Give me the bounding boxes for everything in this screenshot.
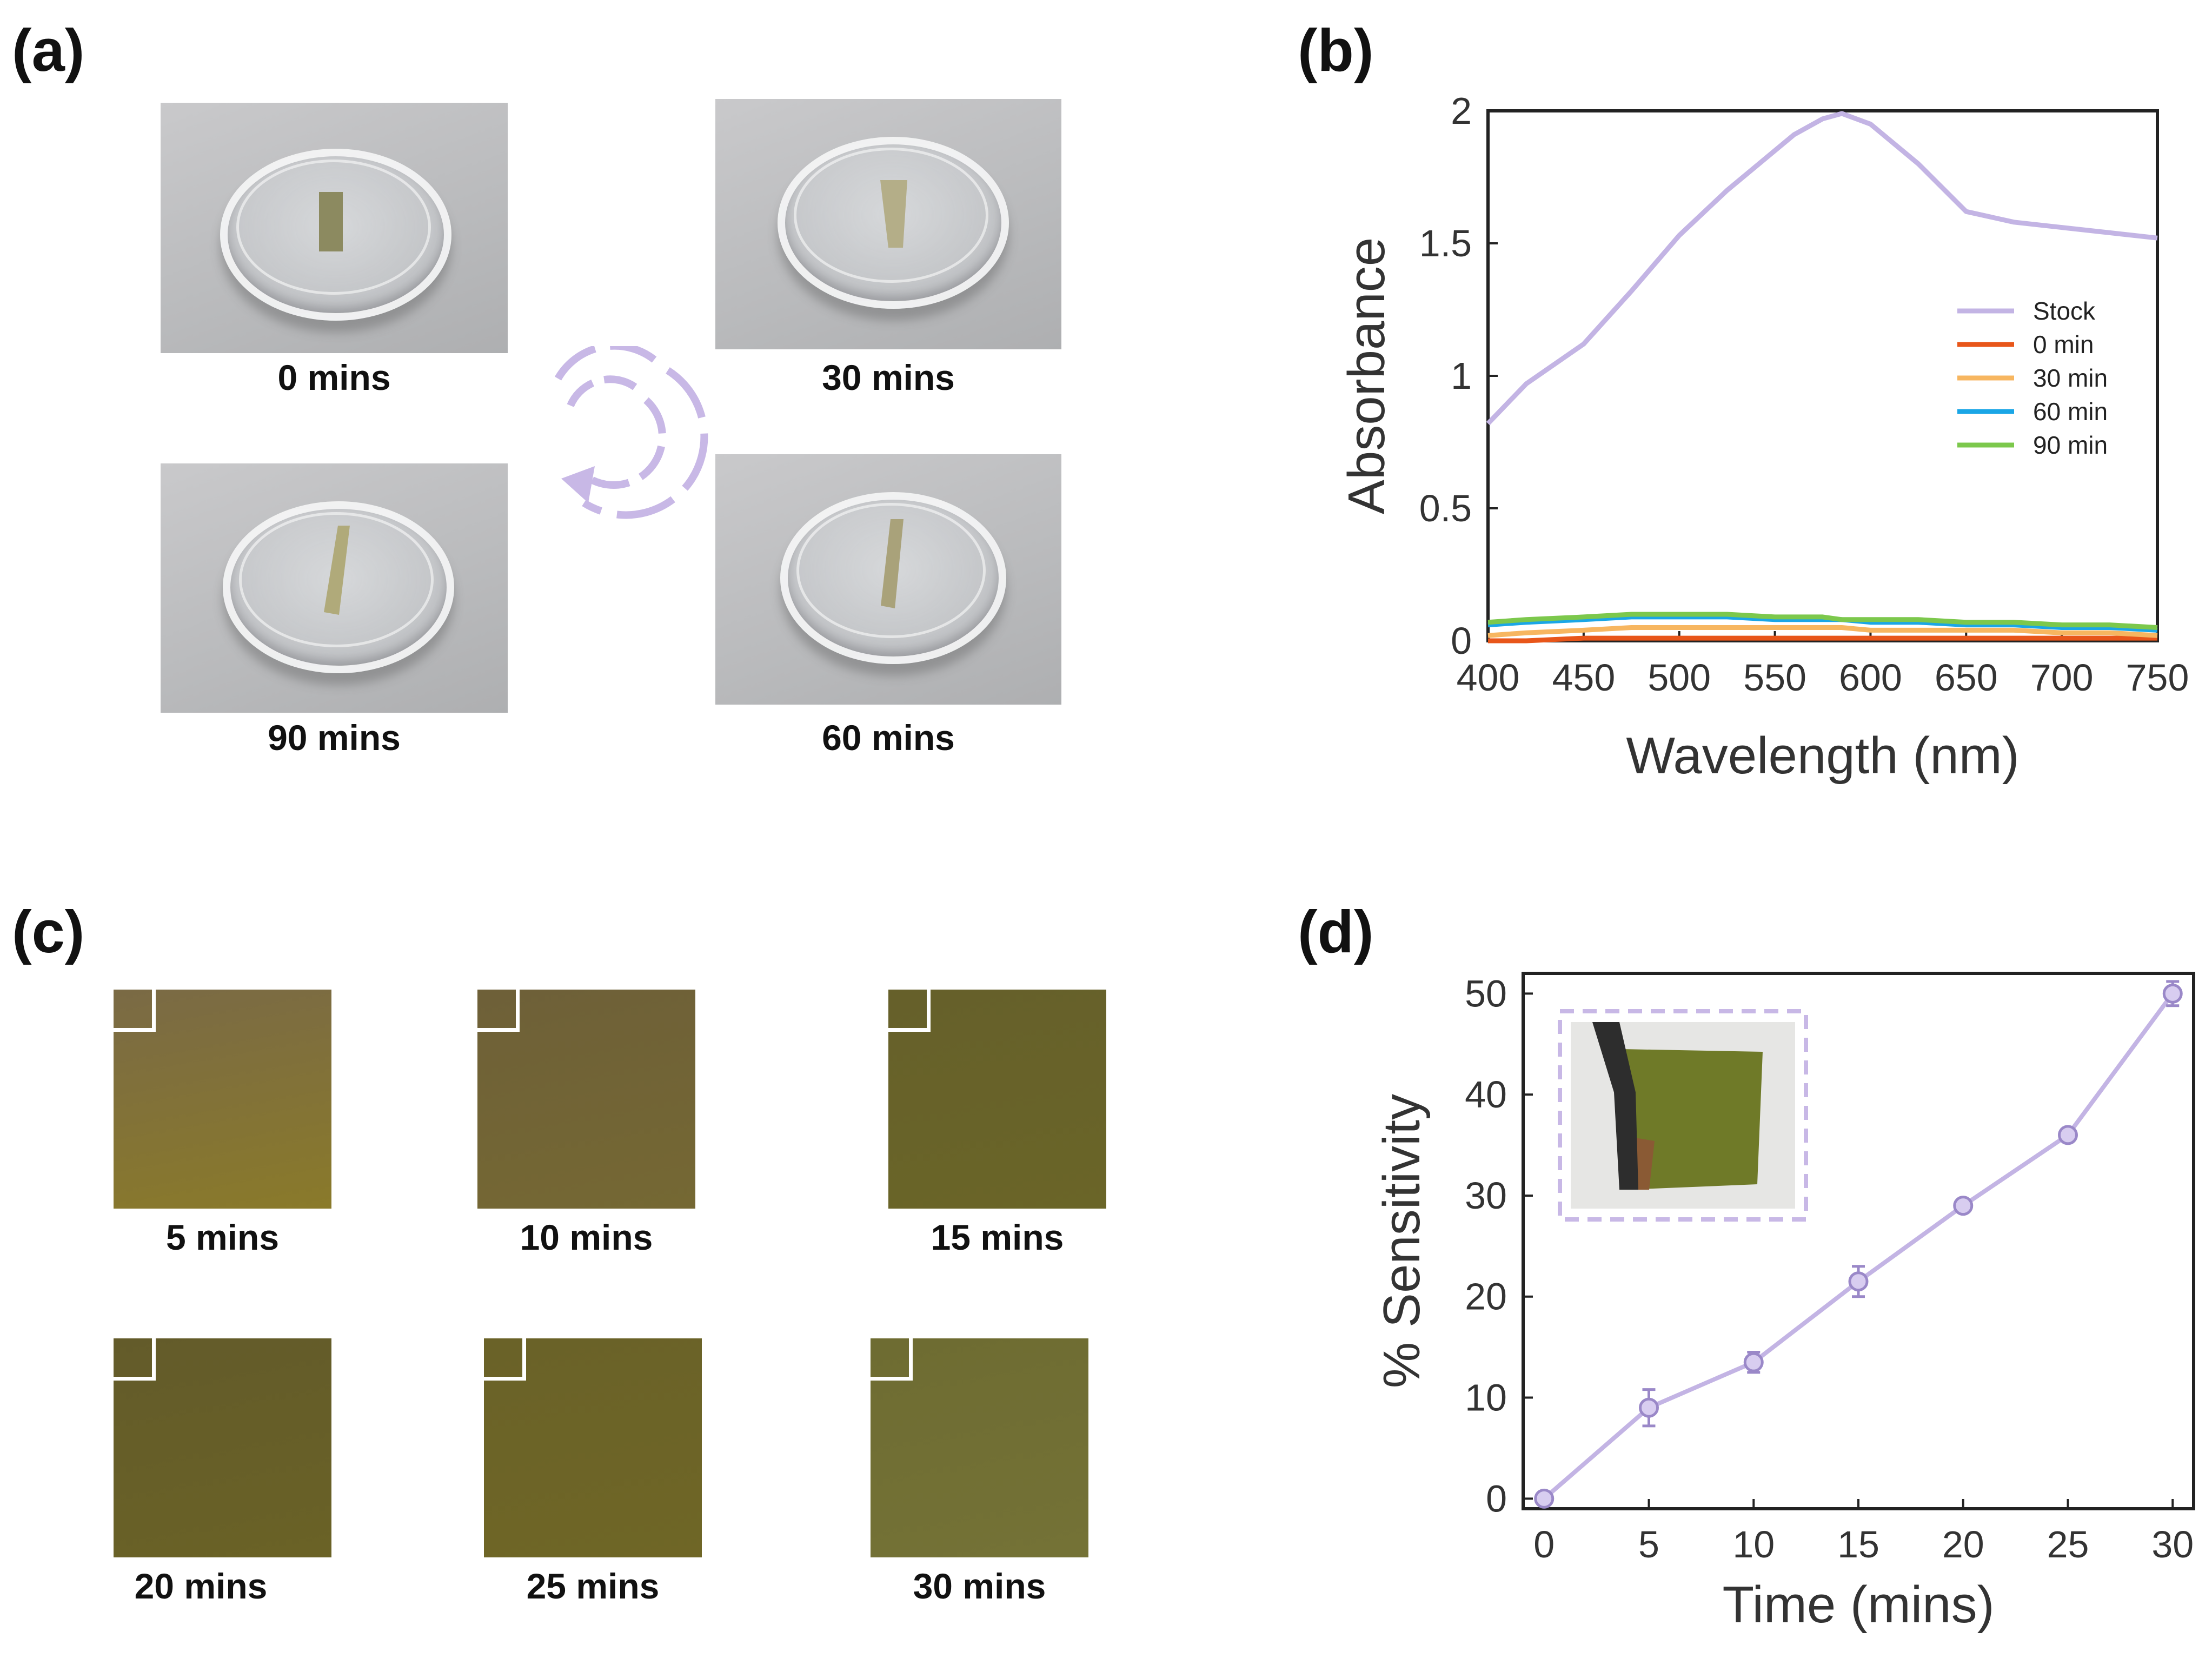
photo-caption: 0 mins bbox=[277, 357, 391, 397]
legend-label: 60 min bbox=[2033, 397, 2108, 426]
x-axis-label: Time (mins) bbox=[1722, 1576, 1994, 1634]
y-tick-label: 30 bbox=[1465, 1175, 1507, 1217]
y-tick-label: 40 bbox=[1465, 1073, 1507, 1116]
swatch-5-mins bbox=[114, 990, 331, 1209]
x-tick-label: 750 bbox=[2126, 656, 2189, 699]
legend-label: 30 min bbox=[2033, 364, 2108, 392]
tweezers-icon bbox=[1592, 1022, 1638, 1190]
data-point bbox=[1953, 1196, 1974, 1216]
photo-60-mins bbox=[715, 454, 1061, 705]
swatch-caption: 25 mins bbox=[526, 1566, 660, 1606]
y-axis-label: % Sensitivity bbox=[1373, 1094, 1431, 1388]
x-tick-label: 400 bbox=[1457, 656, 1520, 699]
legend-label: 0 min bbox=[2033, 330, 2094, 359]
photo-caption: 90 mins bbox=[268, 718, 401, 758]
y-tick-label: 2 bbox=[1451, 90, 1472, 132]
panel-label-c: (c) bbox=[12, 899, 85, 965]
x-tick-label: 30 bbox=[2151, 1523, 2194, 1566]
x-tick-label: 600 bbox=[1839, 656, 1902, 699]
x-tick-label: 650 bbox=[1935, 656, 1998, 699]
photo-90-mins bbox=[161, 463, 508, 713]
photo-30-mins bbox=[715, 99, 1061, 349]
absorbance-chart: 400 450 500 550 600 650 700 750 0 0.5 1 1.5 2 Wavelen… bbox=[1338, 90, 2189, 785]
swatch-10-mins bbox=[477, 990, 695, 1209]
swatch-25-mins bbox=[484, 1338, 702, 1557]
y-tick-label: 1.5 bbox=[1419, 222, 1472, 264]
x-tick-label: 0 bbox=[1533, 1523, 1555, 1566]
data-point bbox=[2058, 1125, 2078, 1145]
legend-label: 90 min bbox=[2033, 431, 2108, 459]
x-tick-label: 550 bbox=[1743, 656, 1806, 699]
test-strip bbox=[319, 192, 343, 251]
x-tick-label: 450 bbox=[1552, 656, 1615, 699]
series-line-0-min bbox=[1488, 635, 2157, 644]
series-line-30-min bbox=[1487, 625, 2158, 638]
data-point bbox=[2162, 983, 2183, 1004]
swatch-caption: 20 mins bbox=[134, 1566, 268, 1606]
photo-0-mins bbox=[161, 103, 508, 353]
swatch-caption: 15 mins bbox=[931, 1217, 1064, 1257]
x-tick-label: 500 bbox=[1648, 656, 1711, 699]
y-tick-label: 20 bbox=[1465, 1276, 1507, 1318]
series-line-90-min bbox=[1487, 612, 2158, 630]
legend-label: Stock bbox=[2033, 297, 2096, 325]
x-tick-label: 5 bbox=[1638, 1523, 1659, 1566]
series-line-60-min bbox=[1487, 614, 2158, 633]
x-tick-label: 10 bbox=[1732, 1523, 1775, 1566]
swatch-15-mins bbox=[888, 990, 1106, 1209]
y-tick-label: 0 bbox=[1486, 1477, 1507, 1520]
test-strip bbox=[324, 526, 350, 615]
green-film bbox=[1622, 1049, 1763, 1190]
x-axis-label: Wavelength (nm) bbox=[1626, 727, 2019, 785]
test-strip bbox=[881, 519, 904, 608]
test-strip bbox=[880, 180, 907, 248]
swatch-20-mins bbox=[114, 1338, 331, 1557]
x-tick-label: 15 bbox=[1837, 1523, 1879, 1566]
y-tick-label: 50 bbox=[1465, 972, 1507, 1014]
data-point bbox=[1639, 1397, 1659, 1418]
panel-label-b: (b) bbox=[1298, 17, 1374, 84]
y-tick-label: 0.5 bbox=[1419, 487, 1472, 529]
data-point bbox=[1848, 1271, 1869, 1292]
photo-caption: 60 mins bbox=[822, 718, 955, 758]
swatch-caption: 30 mins bbox=[913, 1566, 1046, 1606]
cycle-arrow-icon bbox=[554, 346, 708, 519]
y-tick-label: 0 bbox=[1451, 620, 1472, 662]
y-axis-label: Absorbance bbox=[1338, 237, 1396, 514]
x-tick-label: 700 bbox=[2030, 656, 2094, 699]
x-tick-label: 20 bbox=[1942, 1523, 1984, 1566]
inset-photo bbox=[1558, 1009, 1808, 1222]
swatch-30-mins bbox=[871, 1338, 1088, 1557]
data-point bbox=[1743, 1352, 1764, 1372]
y-tick-label: 10 bbox=[1465, 1377, 1507, 1419]
series-line-stock bbox=[1486, 111, 2158, 426]
swatch-caption: 10 mins bbox=[520, 1217, 653, 1257]
photo-caption: 30 mins bbox=[822, 357, 955, 397]
panel-label-d: (d) bbox=[1298, 899, 1374, 965]
panel-label-a: (a) bbox=[12, 17, 85, 84]
sensitivity-chart: 0 5 10 15 20 25 30 0 10 20 30 40 50 Time (mins) % Sens… bbox=[1373, 972, 2195, 1634]
data-point bbox=[1534, 1488, 1555, 1509]
y-tick-label: 1 bbox=[1451, 355, 1472, 397]
x-tick-label: 25 bbox=[2047, 1523, 2089, 1566]
swatch-caption: 5 mins bbox=[165, 1217, 280, 1257]
